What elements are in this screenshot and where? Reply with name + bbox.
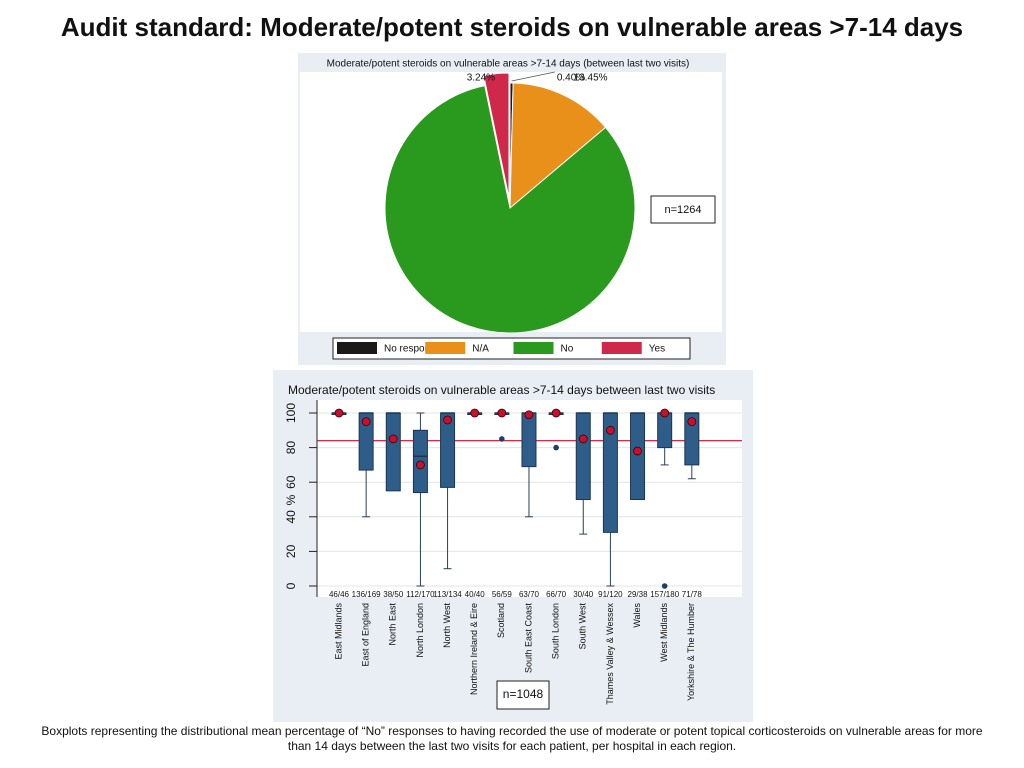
count-label: 40/40	[465, 590, 486, 599]
caption: Boxplots representing the distributional…	[41, 724, 983, 753]
pie-slice	[509, 82, 607, 210]
mean	[470, 408, 480, 418]
legend-label: Yes	[649, 344, 665, 355]
box	[657, 412, 673, 449]
x-tick-label: Thames Valley & Wessex	[605, 603, 615, 705]
count-label: 113/134	[433, 590, 462, 599]
count-label: 91/120	[598, 590, 623, 599]
leader-line	[511, 71, 555, 82]
count-label: 66/70	[546, 590, 567, 599]
mean	[361, 417, 371, 427]
x-tick-label: South East Coast	[523, 603, 533, 674]
box	[630, 412, 646, 500]
count-label: 112/170	[406, 590, 435, 599]
count-label: 71/78	[682, 590, 703, 599]
y-axis-label: %	[284, 494, 298, 505]
legend-label: No response	[384, 344, 441, 355]
mean	[606, 425, 615, 435]
box-title: Moderate/potent steroids on vulnerable a…	[288, 383, 715, 397]
annotation-box	[650, 195, 716, 224]
box	[385, 412, 401, 492]
x-tick-label: Northern Ireland & Eire	[469, 603, 479, 695]
count-label: 29/38	[628, 590, 649, 599]
annotation-box	[496, 680, 550, 710]
legend-swatch	[513, 342, 554, 354]
page-title: Audit standard: Moderate/potent steroids…	[60, 12, 964, 42]
outlier	[661, 583, 668, 589]
count-label: 38/50	[383, 590, 404, 599]
mean	[578, 434, 588, 444]
x-tick-label: South West	[578, 603, 588, 650]
count-label: 56/59	[492, 590, 513, 599]
mean	[551, 408, 561, 418]
mean	[388, 434, 398, 444]
x-tick-label: North East	[388, 603, 398, 646]
value-label: 0.40%	[557, 73, 585, 84]
mean	[334, 408, 344, 418]
x-tick-label: Wales	[632, 603, 642, 628]
count-label: 136/169	[352, 590, 381, 599]
pie-slice	[384, 84, 636, 334]
value-label: 3.24%	[467, 73, 495, 84]
x-tick-label: East of England	[361, 603, 371, 667]
x-tick-label: West Midlands	[659, 603, 669, 662]
x-tick-label: Scotland	[496, 603, 506, 638]
x-tick-label: North London	[415, 603, 425, 658]
y-tick-label: 20	[284, 544, 298, 558]
y-tick-label: 40	[284, 510, 298, 524]
mean	[443, 415, 452, 425]
y-tick-label: 0	[284, 582, 298, 589]
x-tick-label: Yorkshire & The Humber	[686, 603, 696, 701]
count-label: 157/180	[650, 590, 679, 599]
value-label: 13.45%	[574, 73, 608, 84]
legend-box	[332, 337, 691, 360]
outlier	[553, 444, 559, 451]
legend-swatch	[601, 342, 642, 354]
mean	[660, 408, 670, 418]
box	[575, 412, 591, 500]
x-tick-label: East Midlands	[333, 603, 343, 660]
y-tick-label: 60	[284, 475, 298, 489]
pie-slice	[483, 72, 510, 199]
count-label: 30/40	[573, 590, 594, 599]
pie-title: Moderate/potent steroids on vulnerable a…	[327, 59, 690, 70]
mean	[633, 446, 642, 456]
y-tick-label: 80	[284, 441, 298, 455]
x-tick-label: North West	[442, 603, 452, 648]
y-tick-label: 100	[284, 403, 298, 423]
count-label: 63/70	[519, 590, 540, 599]
mean	[524, 410, 534, 420]
legend-swatch	[337, 342, 377, 354]
legend-swatch	[425, 342, 466, 354]
annotation: n=1264	[664, 204, 701, 216]
mean	[416, 460, 425, 470]
mean	[497, 408, 507, 418]
box	[521, 412, 537, 468]
x-tick-label: South London	[550, 603, 560, 659]
outlier	[499, 436, 505, 442]
legend-label: No	[561, 344, 574, 355]
legend-label: N/A	[472, 344, 489, 355]
mean	[687, 417, 697, 427]
annotation: n=1048	[503, 687, 544, 701]
count-label: 46/46	[329, 590, 350, 599]
